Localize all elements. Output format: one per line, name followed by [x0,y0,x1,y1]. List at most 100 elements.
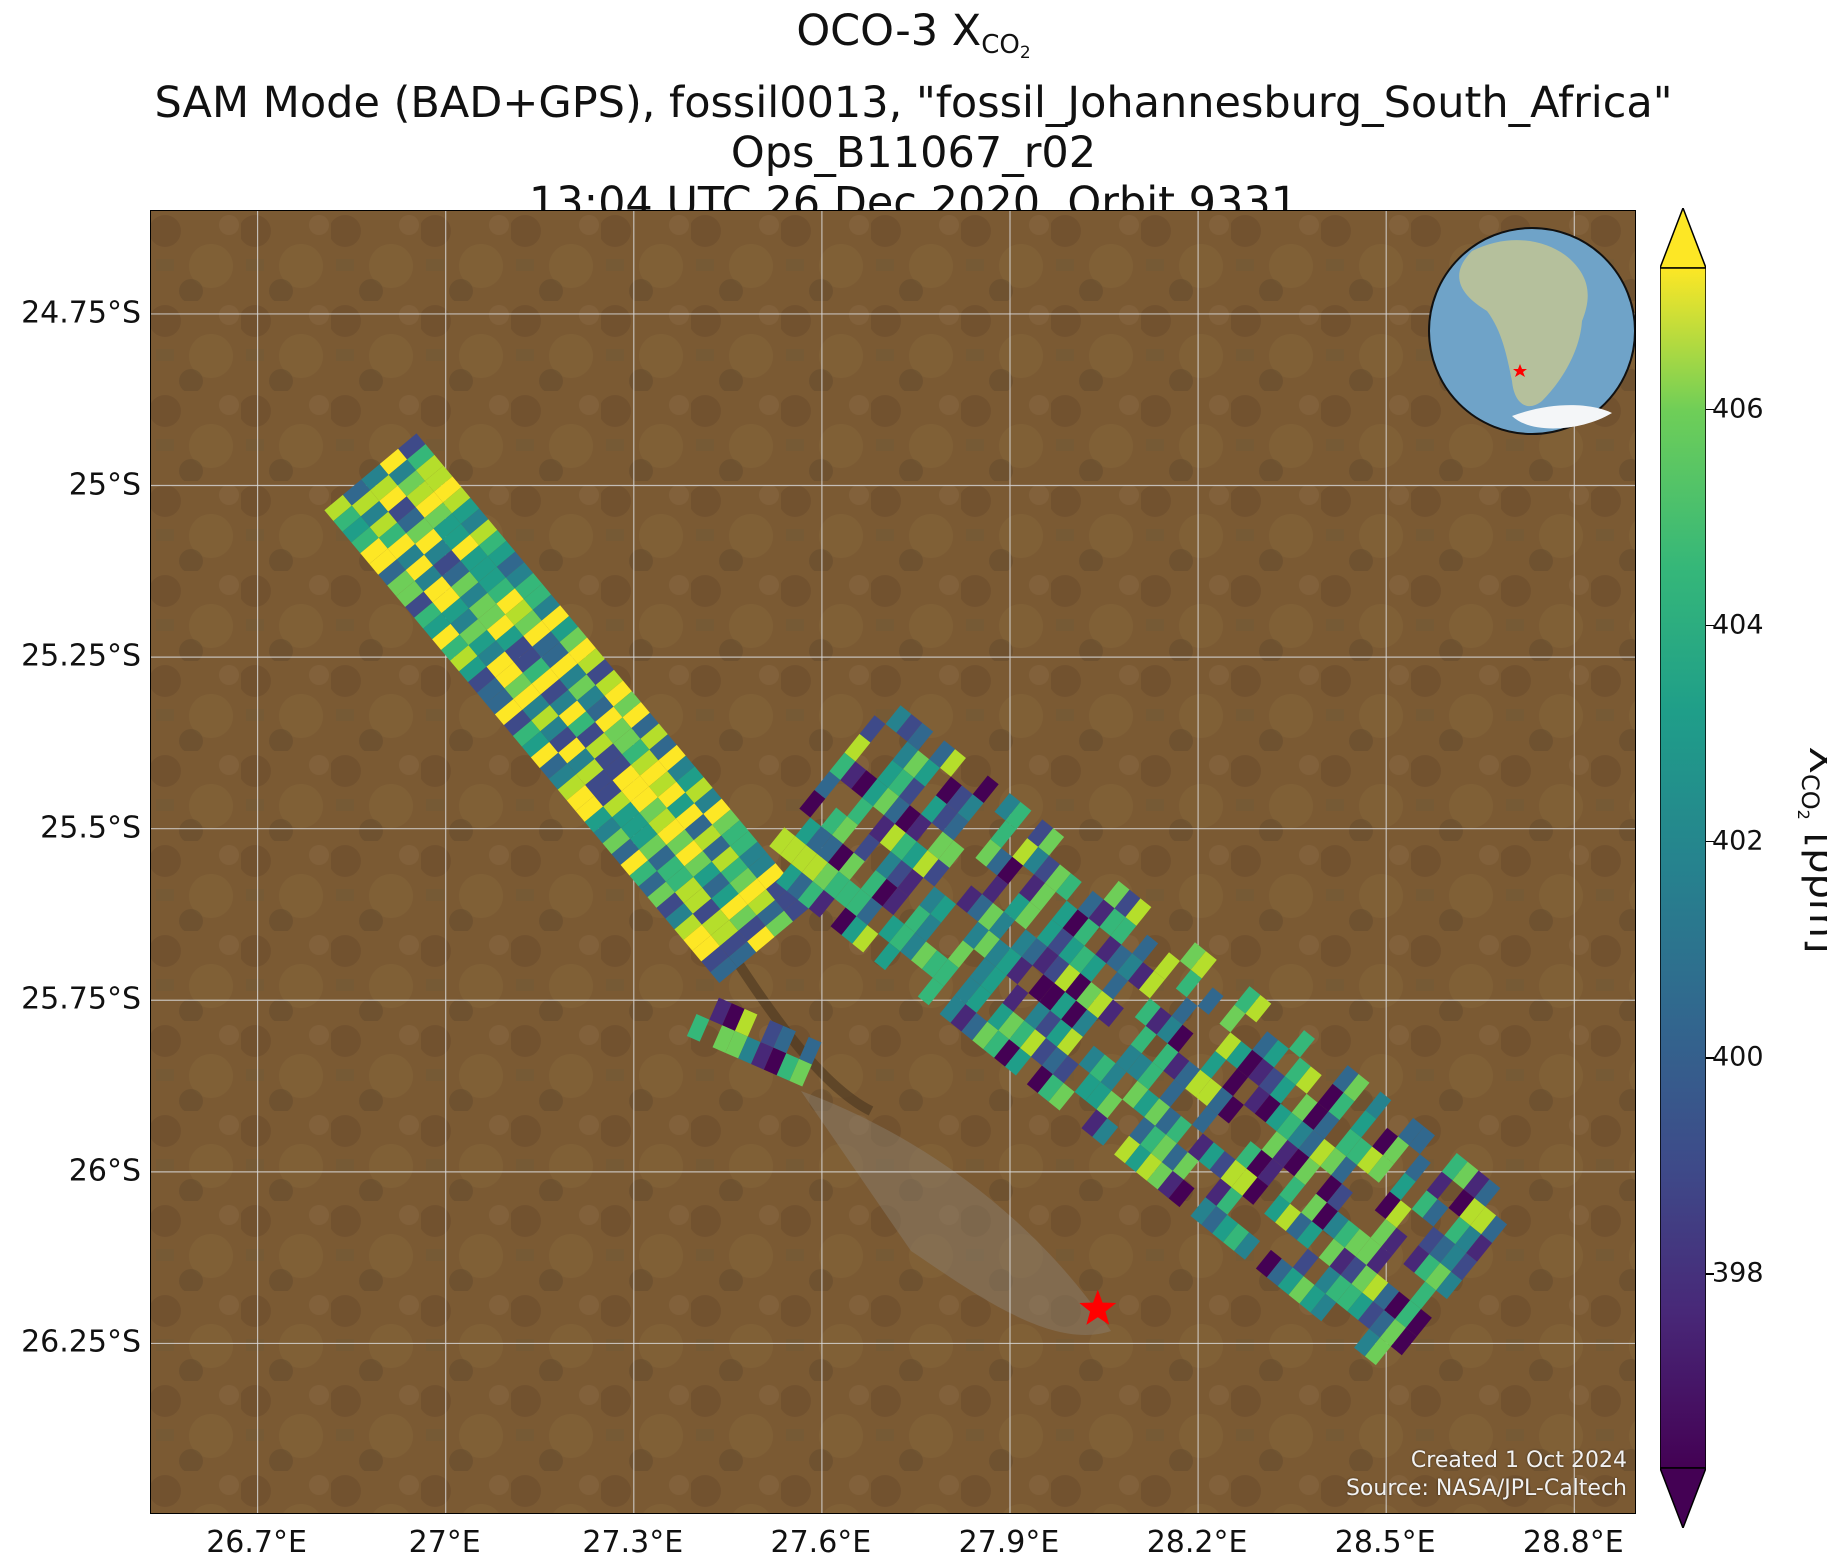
sounding-footprint [1333,1220,1360,1248]
sounding-footprint [441,634,469,661]
colorbar-tick-mark [1706,840,1714,843]
sounding-footprint [1077,890,1104,919]
colorbar-tick-mark [1706,1057,1714,1059]
sounding-footprint [1426,1171,1453,1200]
sounding-footprint [342,479,371,506]
sounding-footprint [1163,1052,1190,1080]
sounding-footprint [1097,999,1124,1027]
sounding-footprint [1346,1137,1373,1166]
sounding-footprint [1320,1147,1347,1176]
sounding-footprint [905,814,932,842]
sounding-footprint [397,507,425,534]
sounding-footprint [1288,1276,1315,1304]
sounding-footprint [540,679,569,706]
sounding-footprint [1088,899,1115,928]
sounding-footprint [1246,1149,1273,1178]
sounding-footprint [379,448,408,475]
sounding-footprint [939,995,966,1023]
sounding-footprint [611,838,639,865]
sounding-footprint [769,827,796,855]
sounding-footprint [667,755,695,782]
sounding-footprint [1272,1139,1299,1168]
sounding-footprint [1441,1152,1468,1181]
sounding-footprint [776,1053,800,1081]
sounding-footprint [559,626,588,653]
sounding-footprint [890,832,917,861]
sounding-footprint [477,603,506,630]
sounding-footprint [886,860,913,888]
sounding-footprint [478,566,506,594]
sounding-footprint [494,699,523,726]
sounding-footprint [1005,1047,1031,1076]
sounding-footprint [720,857,749,884]
sounding-footprint [558,700,587,727]
sounding-footprint [875,851,902,879]
sounding-footprint [1172,1152,1199,1180]
sounding-footprint [728,941,757,968]
map-panel[interactable]: Created 1 Oct 2024 Source: NASA/JPL-Calt… [150,210,1636,1514]
sounding-footprint [485,688,514,715]
sounding-footprint [541,605,570,632]
sounding-footprint [469,519,498,546]
sounding-footprint [1035,1010,1062,1039]
sounding-footprint [1048,1083,1075,1111]
sounding-footprint [1310,1293,1337,1322]
sounding-footprint [894,805,921,833]
sounding-footprint [649,734,677,761]
sounding-footprint [665,866,694,893]
sounding-footprint [1065,973,1092,1001]
sounding-footprint [1021,938,1048,966]
sounding-footprint [757,863,785,890]
sounding-footprint [1080,954,1107,982]
sounding-footprint [1365,1091,1392,1119]
sounding-footprint [1318,1238,1345,1267]
sounding-footprint [450,608,478,635]
sounding-footprint [1344,1228,1371,1257]
sounding-footprint [1335,1128,1362,1157]
sounding-footprint [1362,1273,1389,1302]
sounding-footprint [1381,1227,1408,1256]
globe-marker [1513,364,1527,377]
sounding-footprint [988,911,1015,940]
sounding-footprint [396,543,425,571]
sounding-footprint [1110,917,1137,945]
sounding-footprint [773,1025,796,1054]
colorbar-tick-mark [1706,624,1714,627]
sounding-footprint [1234,986,1261,1014]
sounding-footprint [765,910,793,937]
colorbar [1660,208,1706,1528]
sounding-footprint [648,807,676,835]
sounding-footprint [947,940,974,968]
sounding-footprint [1279,1176,1306,1204]
sounding-footprint [1245,994,1272,1023]
sounding-footprint [684,850,712,878]
sounding-footprint [1231,1168,1258,1197]
sounding-footprint [513,646,542,673]
sounding-footprint [1159,1079,1186,1108]
sounding-footprint [750,1042,774,1070]
sounding-footprint [1258,1067,1285,1095]
sounding-footprint [1012,838,1039,866]
sounding-footprint [1028,974,1055,1002]
sounding-footprint [946,785,973,813]
sounding-footprint [1190,951,1217,979]
sounding-footprint [1069,945,1096,974]
sounding-footprint [1332,1065,1359,1093]
sounding-footprint [1429,1235,1456,1263]
colorbar-top-extend [1660,208,1706,269]
sounding-footprint [406,517,434,544]
sounding-footprint [1198,1142,1225,1170]
sounding-footprint [1351,1265,1378,1293]
sounding-footprint [1301,1193,1327,1222]
sounding-footprint [557,774,586,801]
sounding-footprint [994,793,1021,821]
sounding-footprint [512,720,541,747]
sounding-footprint [806,826,833,854]
sounding-footprint [1347,1292,1374,1321]
sounding-footprint [476,677,505,704]
sounding-footprint [630,823,658,850]
sounding-footprint [496,551,525,578]
sounding-footprint [586,658,614,686]
sounding-footprint [1463,1170,1490,1198]
sounding-footprint [522,657,551,684]
